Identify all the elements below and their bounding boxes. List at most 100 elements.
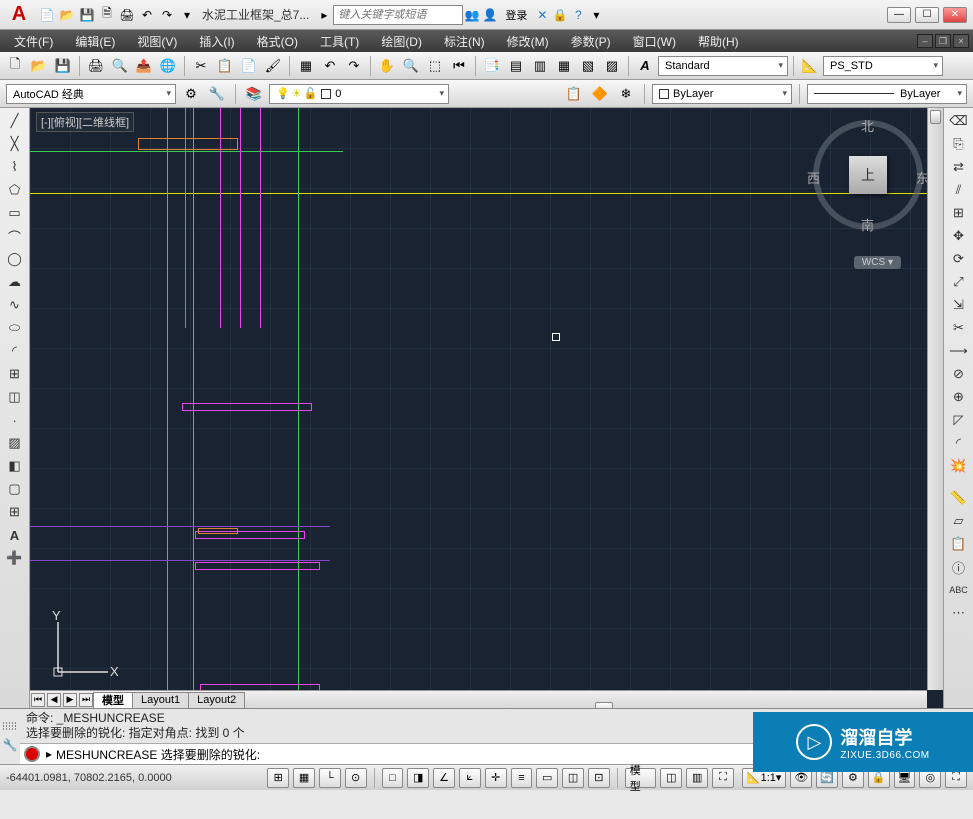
layer-state-icon[interactable]: 📋 bbox=[563, 83, 585, 105]
region-icon[interactable]: ▢ bbox=[4, 478, 26, 500]
menu-file[interactable]: 文件(F) bbox=[4, 31, 63, 52]
qat-dropdown-icon[interactable]: ▾ bbox=[178, 6, 196, 24]
chamfer-icon[interactable]: ◸ bbox=[948, 409, 970, 431]
dimstyle-icon[interactable]: 📐 bbox=[799, 55, 821, 77]
calc-icon[interactable]: ▨ bbox=[601, 55, 623, 77]
viewcube-west[interactable]: 西 bbox=[807, 168, 820, 187]
trim-icon[interactable]: ✂ bbox=[948, 317, 970, 339]
help-dropdown-icon[interactable]: ▾ bbox=[587, 6, 605, 24]
layer-combo[interactable]: 💡 ☀ 🔓 0 bbox=[269, 84, 449, 104]
zoom-window-icon[interactable]: ⬚ bbox=[424, 55, 446, 77]
more-icon[interactable]: ⋯ bbox=[948, 602, 970, 624]
qv-drawings-icon[interactable]: ▥ bbox=[686, 768, 708, 788]
viewcube[interactable]: 上 北 南 东 西 bbox=[813, 120, 923, 230]
lock-icon[interactable]: 🔒 bbox=[551, 6, 569, 24]
area-icon[interactable]: ▱ bbox=[948, 510, 970, 532]
model-paper-toggle[interactable]: 模型 bbox=[625, 768, 657, 788]
redo2-icon[interactable]: ↷ bbox=[343, 55, 365, 77]
explode-icon[interactable]: 💥 bbox=[948, 455, 970, 477]
toolpalette-icon[interactable]: ▥ bbox=[529, 55, 551, 77]
block-icon[interactable]: ▦ bbox=[295, 55, 317, 77]
circle-icon[interactable]: ◯ bbox=[4, 248, 26, 270]
line-icon[interactable]: ╱ bbox=[4, 110, 26, 132]
spline-icon[interactable]: ∿ bbox=[4, 294, 26, 316]
text-style-combo[interactable]: Standard bbox=[658, 56, 788, 76]
copy-icon[interactable]: 📋 bbox=[214, 55, 236, 77]
copy2-icon[interactable]: ⎘ bbox=[948, 133, 970, 155]
polyline-icon[interactable]: ⌇ bbox=[4, 156, 26, 178]
linetype-combo[interactable]: ByLayer bbox=[807, 84, 967, 104]
lwt-icon[interactable]: ≡ bbox=[511, 768, 533, 788]
tab-prev-button[interactable]: ◀ bbox=[47, 693, 61, 707]
menu-view[interactable]: 视图(V) bbox=[127, 31, 187, 52]
save-icon[interactable]: 💾 bbox=[78, 6, 96, 24]
properties-icon[interactable]: 📑 bbox=[481, 55, 503, 77]
table-icon[interactable]: ⊞ bbox=[4, 501, 26, 523]
block-make-icon[interactable]: ◫ bbox=[4, 386, 26, 408]
ellipse-icon[interactable]: ⬭ bbox=[4, 317, 26, 339]
app-logo[interactable]: A bbox=[4, 2, 34, 28]
vertical-scrollbar[interactable] bbox=[927, 108, 943, 690]
preview-icon[interactable]: 🔍 bbox=[109, 55, 131, 77]
offset-icon[interactable]: ⫽ bbox=[948, 179, 970, 201]
viewcube-top-face[interactable]: 上 bbox=[849, 156, 887, 194]
layer-freeze-icon[interactable]: ❄ bbox=[615, 83, 637, 105]
gradient-icon[interactable]: ◧ bbox=[4, 455, 26, 477]
save-doc-icon[interactable]: 💾 bbox=[52, 55, 74, 77]
workspace-combo[interactable]: AutoCAD 经典 bbox=[6, 84, 176, 104]
tpy-icon[interactable]: ▭ bbox=[536, 768, 558, 788]
dim-style-combo[interactable]: PS_STD bbox=[823, 56, 943, 76]
new-icon[interactable]: 📄 bbox=[38, 6, 56, 24]
move-icon[interactable]: ✥ bbox=[948, 225, 970, 247]
sheet-icon[interactable]: ▦ bbox=[553, 55, 575, 77]
layer-iso-icon[interactable]: 🔶 bbox=[589, 83, 611, 105]
menu-edit[interactable]: 编辑(E) bbox=[65, 31, 125, 52]
mdi-close-button[interactable]: × bbox=[953, 34, 969, 48]
publish-icon[interactable]: 📤 bbox=[133, 55, 155, 77]
cut-icon[interactable]: ✂ bbox=[190, 55, 212, 77]
ortho-icon[interactable]: └ bbox=[319, 768, 341, 788]
scale-icon[interactable]: ⤢ bbox=[948, 271, 970, 293]
zoom-prev-icon[interactable]: ⏮ bbox=[448, 55, 470, 77]
open-icon[interactable]: 📂 bbox=[58, 6, 76, 24]
xline-icon[interactable]: ╳ bbox=[4, 133, 26, 155]
wcs-badge[interactable]: WCS ▾ bbox=[854, 256, 901, 269]
polar-icon[interactable]: ⊙ bbox=[345, 768, 367, 788]
mdi-minimize-button[interactable]: – bbox=[917, 34, 933, 48]
list-icon[interactable]: 📋 bbox=[948, 533, 970, 555]
ducs-icon[interactable]: ⟀ bbox=[459, 768, 481, 788]
pan-icon[interactable]: ✋ bbox=[376, 55, 398, 77]
command-grip[interactable]: 🔧 bbox=[0, 709, 20, 764]
menu-format[interactable]: 格式(O) bbox=[247, 31, 308, 52]
grid-icon[interactable]: ▦ bbox=[293, 768, 315, 788]
search-icon[interactable]: 👥 bbox=[463, 6, 481, 24]
minimize-button[interactable]: — bbox=[887, 7, 911, 23]
tab-last-button[interactable]: ⏭ bbox=[79, 693, 93, 707]
stretch-icon[interactable]: ⇲ bbox=[948, 294, 970, 316]
undo-icon[interactable]: ↶ bbox=[138, 6, 156, 24]
otrack-icon[interactable]: ∠ bbox=[433, 768, 455, 788]
max-vp-icon[interactable]: ⛶ bbox=[712, 768, 734, 788]
coordinates-display[interactable]: -64401.0981, 70802.2165, 0.0000 bbox=[6, 772, 263, 784]
viewcube-south[interactable]: 南 bbox=[861, 215, 874, 234]
tab-model[interactable]: 模型 bbox=[93, 692, 133, 708]
viewcube-north[interactable]: 北 bbox=[861, 116, 874, 135]
rectangle-icon[interactable]: ▭ bbox=[4, 202, 26, 224]
insert-icon[interactable]: ⊞ bbox=[4, 363, 26, 385]
menu-window[interactable]: 窗口(W) bbox=[623, 31, 686, 52]
hatch-icon[interactable]: ▨ bbox=[4, 432, 26, 454]
break-icon[interactable]: ⊘ bbox=[948, 363, 970, 385]
plot-icon[interactable]: 🖨 bbox=[118, 6, 136, 24]
paste-icon[interactable]: 📄 bbox=[238, 55, 260, 77]
dist-icon[interactable]: 📏 bbox=[948, 487, 970, 509]
qv-layouts-icon[interactable]: ◫ bbox=[660, 768, 682, 788]
close-button[interactable]: ✕ bbox=[943, 7, 967, 23]
open-doc-icon[interactable]: 📂 bbox=[28, 55, 50, 77]
erase-icon[interactable]: ⌫ bbox=[948, 110, 970, 132]
menu-insert[interactable]: 插入(I) bbox=[189, 31, 244, 52]
textstyle-icon[interactable]: A bbox=[634, 55, 656, 77]
rotate-icon[interactable]: ⟳ bbox=[948, 248, 970, 270]
array-icon[interactable]: ⊞ bbox=[948, 202, 970, 224]
sc-icon[interactable]: ⊡ bbox=[588, 768, 610, 788]
mdi-restore-button[interactable]: ❐ bbox=[935, 34, 951, 48]
